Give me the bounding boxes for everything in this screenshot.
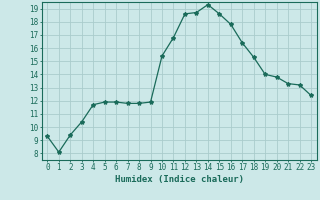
X-axis label: Humidex (Indice chaleur): Humidex (Indice chaleur) xyxy=(115,175,244,184)
